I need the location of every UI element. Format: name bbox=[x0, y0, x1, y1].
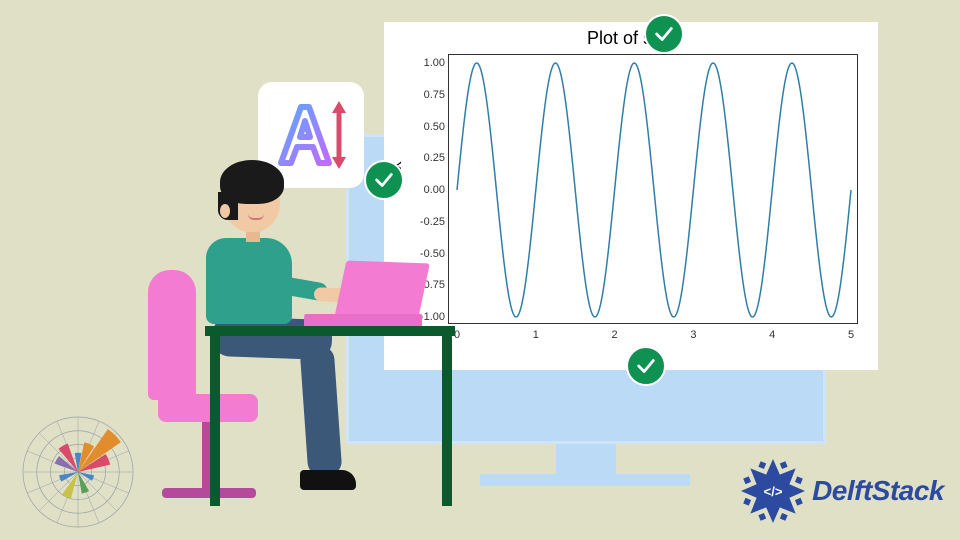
xtick-label: 4 bbox=[769, 329, 775, 341]
check-icon bbox=[653, 23, 675, 45]
xtick-label: 1 bbox=[533, 329, 539, 341]
logo-symbol: </> bbox=[764, 484, 783, 499]
xlabel-check bbox=[626, 346, 666, 386]
ytick-label: 1.00 bbox=[407, 57, 445, 69]
sine-line bbox=[457, 63, 851, 317]
polar-chart bbox=[18, 412, 138, 532]
check-icon bbox=[373, 169, 395, 191]
laptop bbox=[304, 268, 414, 328]
ytick-label: 0.00 bbox=[407, 184, 445, 196]
xtick-label: 3 bbox=[690, 329, 696, 341]
logo-badge-icon: </> bbox=[740, 458, 806, 524]
ytick-label: 0.25 bbox=[407, 152, 445, 164]
desk-top bbox=[205, 326, 455, 336]
desk-leg-right bbox=[442, 336, 452, 506]
ytick-label: -0.50 bbox=[407, 248, 445, 260]
ylabel-check bbox=[364, 160, 404, 200]
fontsize-icon bbox=[269, 93, 353, 177]
chart-plot-area: -1.00-0.75-0.50-0.250.000.250.500.751.00… bbox=[448, 54, 858, 324]
chart-title: Plot of sinx bbox=[384, 28, 878, 49]
ytick-label: -0.25 bbox=[407, 216, 445, 228]
xtick-label: 5 bbox=[848, 329, 854, 341]
chart-panel: Plot of sinx sinx -1.00-0.75-0.50-0.250.… bbox=[384, 22, 878, 370]
ytick-label: 0.75 bbox=[407, 89, 445, 101]
arrow-up-icon bbox=[332, 101, 346, 113]
title-check bbox=[644, 14, 684, 54]
arrow-down-icon bbox=[332, 157, 346, 169]
sine-svg bbox=[449, 55, 859, 325]
delftstack-logo: </> DelftStack bbox=[740, 458, 944, 524]
check-icon bbox=[635, 355, 657, 377]
logo-text: DelftStack bbox=[812, 475, 944, 507]
desk-leg-left bbox=[210, 336, 220, 506]
ytick-label: 0.50 bbox=[407, 121, 445, 133]
letter-a-icon bbox=[281, 107, 329, 163]
xtick-label: 2 bbox=[612, 329, 618, 341]
monitor-base bbox=[480, 474, 690, 486]
monitor-stand bbox=[556, 444, 616, 474]
